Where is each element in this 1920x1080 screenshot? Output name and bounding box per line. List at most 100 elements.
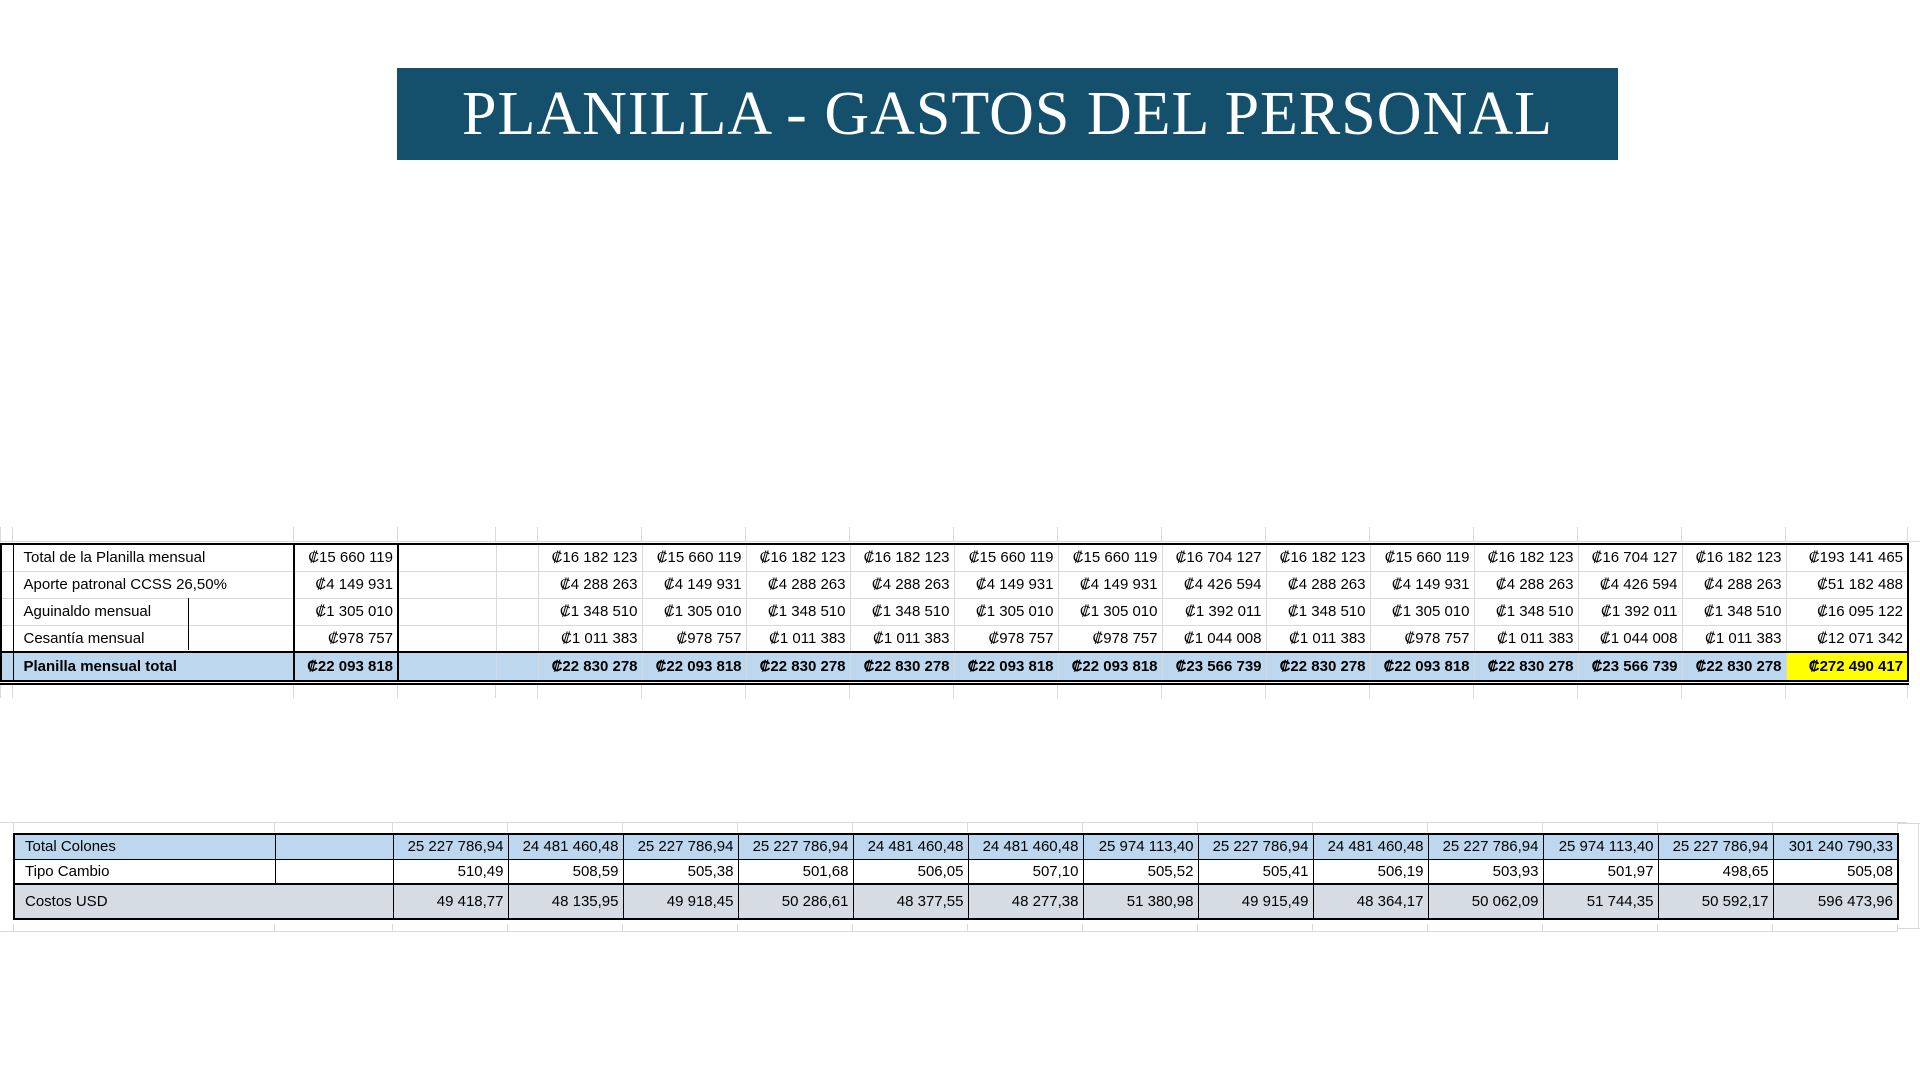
month-value-cell[interactable]: ₡1 011 383 <box>1474 624 1579 652</box>
month-value-cell[interactable]: ₡4 288 263 <box>1266 570 1371 598</box>
month-value-cell[interactable]: 25 227 786,94 <box>1657 833 1774 860</box>
row-label[interactable]: Total Colones <box>13 833 276 860</box>
month-value-cell[interactable]: ₡4 149 931 <box>1370 570 1475 598</box>
month-value-cell[interactable]: ₡1 011 383 <box>746 624 851 652</box>
month-value-cell[interactable]: ₡15 660 119 <box>1058 544 1163 571</box>
month-value-cell[interactable]: ₡1 392 011 <box>1162 597 1267 625</box>
spacer-cell[interactable] <box>496 570 539 598</box>
row-label[interactable]: Planilla mensual total <box>13 651 295 682</box>
month-value-cell[interactable]: ₡4 149 931 <box>1058 570 1163 598</box>
row-label[interactable]: Costos USD <box>13 883 394 920</box>
spacer-cell[interactable] <box>496 544 539 571</box>
month-value-cell[interactable]: 49 918,45 <box>622 883 739 920</box>
month-value-cell[interactable]: 25 974 113,40 <box>1542 833 1659 860</box>
month-value-cell[interactable]: ₡4 426 594 <box>1578 570 1683 598</box>
month-value-cell[interactable]: 49 915,49 <box>1197 883 1314 920</box>
month-value-cell[interactable]: ₡22 830 278 <box>538 651 643 682</box>
month-value-cell[interactable]: ₡22 830 278 <box>746 651 851 682</box>
row-total-cell[interactable]: ₡272 490 417 <box>1786 651 1908 682</box>
month-value-cell[interactable]: 25 227 786,94 <box>1427 833 1544 860</box>
month-value-cell[interactable]: 498,65 <box>1657 858 1774 885</box>
month-value-cell[interactable]: ₡4 288 263 <box>1474 570 1579 598</box>
month-value-cell[interactable]: 48 135,95 <box>507 883 624 920</box>
month-value-cell[interactable]: ₡1 348 510 <box>1682 597 1787 625</box>
month-value-cell[interactable]: ₡15 660 119 <box>642 544 747 571</box>
month-value-cell[interactable]: 506,19 <box>1312 858 1429 885</box>
month-value-cell[interactable]: 24 481 460,48 <box>967 833 1084 860</box>
month-value-cell[interactable]: ₡4 288 263 <box>746 570 851 598</box>
month-value-cell[interactable]: ₡4 288 263 <box>1682 570 1787 598</box>
month-value-cell[interactable]: 501,97 <box>1542 858 1659 885</box>
spacer-cell[interactable] <box>1 624 14 652</box>
month-value-cell[interactable]: 48 364,17 <box>1312 883 1429 920</box>
month-value-cell[interactable]: ₡16 182 123 <box>850 544 955 571</box>
month-value-cell[interactable]: ₡16 704 127 <box>1578 544 1683 571</box>
month-value-cell[interactable]: 505,52 <box>1082 858 1199 885</box>
month-value-cell[interactable]: 25 227 786,94 <box>1197 833 1314 860</box>
month-value-cell[interactable]: ₡16 182 123 <box>1474 544 1579 571</box>
month-value-cell[interactable]: ₡22 093 818 <box>642 651 747 682</box>
month-value-cell[interactable]: ₡4 149 931 <box>642 570 747 598</box>
month-value-cell[interactable]: ₡1 305 010 <box>1370 597 1475 625</box>
month-value-cell[interactable]: 48 377,55 <box>852 883 969 920</box>
month-value-cell[interactable]: 505,38 <box>622 858 739 885</box>
month-value-cell[interactable]: 507,10 <box>967 858 1084 885</box>
base-value-cell[interactable]: ₡4 149 931 <box>294 570 399 598</box>
spacer-cell[interactable] <box>496 651 539 682</box>
row-total-cell[interactable]: ₡193 141 465 <box>1808 549 1903 567</box>
month-value-cell[interactable]: ₡4 288 263 <box>850 570 955 598</box>
month-value-cell[interactable]: 510,49 <box>392 858 509 885</box>
row-total-cell[interactable]: ₡12 071 342 <box>1786 624 1908 652</box>
row-total-cell[interactable]: 596 473,96 <box>1772 883 1899 920</box>
base-value-cell[interactable]: ₡15 660 119 <box>294 544 399 571</box>
spacer-cell[interactable] <box>496 624 539 652</box>
spacer-cell[interactable] <box>398 570 497 598</box>
spacer-cell[interactable] <box>398 624 497 652</box>
spacer-cell[interactable] <box>398 597 497 625</box>
month-value-cell[interactable]: ₡22 830 278 <box>850 651 955 682</box>
month-value-cell[interactable]: ₡1 044 008 <box>1578 624 1683 652</box>
month-value-cell[interactable]: ₡22 830 278 <box>1474 651 1579 682</box>
month-value-cell[interactable]: ₡1 348 510 <box>538 597 643 625</box>
month-value-cell[interactable]: ₡23 566 739 <box>1162 651 1267 682</box>
month-value-cell[interactable]: 50 592,17 <box>1657 883 1774 920</box>
month-value-cell[interactable]: ₡1 011 383 <box>538 624 643 652</box>
month-value-cell[interactable]: ₡1 305 010 <box>642 597 747 625</box>
month-value-cell[interactable]: 25 227 786,94 <box>392 833 509 860</box>
month-value-cell[interactable]: ₡1 011 383 <box>1682 624 1787 652</box>
spacer-cell[interactable] <box>1 570 14 598</box>
month-value-cell[interactable]: ₡23 566 739 <box>1578 651 1683 682</box>
month-value-cell[interactable]: ₡978 757 <box>642 624 747 652</box>
month-value-cell[interactable]: 506,05 <box>852 858 969 885</box>
month-value-cell[interactable]: 503,93 <box>1427 858 1544 885</box>
spacer-cell[interactable] <box>496 597 539 625</box>
month-value-cell[interactable]: ₡16 182 123 <box>1266 544 1371 571</box>
row-label[interactable]: Cesantía mensual <box>13 624 295 652</box>
month-value-cell[interactable]: ₡1 348 510 <box>850 597 955 625</box>
month-value-cell[interactable]: ₡978 757 <box>1370 624 1475 652</box>
month-value-cell[interactable]: ₡1 011 383 <box>850 624 955 652</box>
month-value-cell[interactable]: 24 481 460,48 <box>507 833 624 860</box>
base-value-cell[interactable]: ₡22 093 818 <box>294 651 399 682</box>
month-value-cell[interactable]: 50 062,09 <box>1427 883 1544 920</box>
month-value-cell[interactable]: ₡1 348 510 <box>1474 597 1579 625</box>
month-value-cell[interactable]: 50 286,61 <box>737 883 854 920</box>
month-value-cell[interactable]: 24 481 460,48 <box>1312 833 1429 860</box>
month-value-cell[interactable]: ₡1 044 008 <box>1162 624 1267 652</box>
month-value-cell[interactable]: ₡1 305 010 <box>1058 597 1163 625</box>
row-label[interactable]: Total de la Planilla mensual <box>13 544 295 571</box>
spacer-cell[interactable] <box>1 651 14 682</box>
month-value-cell[interactable]: ₡1 011 383 <box>1266 624 1371 652</box>
month-value-cell[interactable]: ₡15 660 119 <box>954 544 1059 571</box>
month-value-cell[interactable]: ₡22 093 818 <box>1370 651 1475 682</box>
base-value-cell[interactable]: ₡978 757 <box>294 624 399 652</box>
month-value-cell[interactable]: 49 418,77 <box>392 883 509 920</box>
month-value-cell[interactable]: 505,41 <box>1197 858 1314 885</box>
row-total-cell[interactable]: 505,08 <box>1772 858 1899 885</box>
spacer-cell[interactable] <box>274 833 394 860</box>
month-value-cell[interactable]: ₡978 757 <box>954 624 1059 652</box>
month-value-cell[interactable]: ₡1 392 011 <box>1578 597 1683 625</box>
month-value-cell[interactable]: ₡22 830 278 <box>1682 651 1787 682</box>
month-value-cell[interactable]: ₡4 288 263 <box>538 570 643 598</box>
month-value-cell[interactable]: 48 277,38 <box>967 883 1084 920</box>
